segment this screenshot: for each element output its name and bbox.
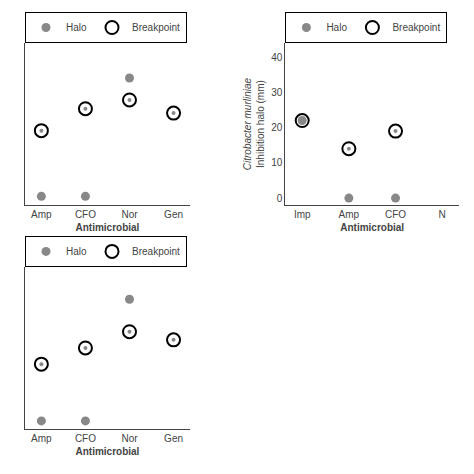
svg-text:Gen: Gen (164, 209, 183, 220)
svg-text:Breakpoint: Breakpoint (392, 22, 440, 33)
svg-text:Antimicrobial: Antimicrobial (76, 446, 140, 457)
svg-text:Halo: Halo (326, 22, 347, 33)
svg-text:Imp: Imp (294, 209, 311, 220)
svg-text:30: 30 (271, 87, 283, 98)
svg-text:Amp: Amp (339, 209, 360, 220)
svg-text:N: N (439, 209, 446, 220)
svg-text:20: 20 (271, 122, 283, 133)
svg-text:Nor: Nor (121, 209, 138, 220)
svg-text:Gen: Gen (164, 433, 183, 444)
svg-text:CFO: CFO (385, 209, 406, 220)
svg-text:Antimicrobial: Antimicrobial (76, 222, 140, 233)
svg-text:40: 40 (271, 52, 283, 63)
svg-text:Breakpoint: Breakpoint (132, 22, 180, 33)
svg-text:Breakpoint: Breakpoint (132, 246, 180, 257)
svg-text:CFO: CFO (75, 209, 96, 220)
svg-text:CFO: CFO (75, 433, 96, 444)
svg-text:Nor: Nor (121, 433, 138, 444)
svg-text:Amp: Amp (31, 209, 52, 220)
svg-text:10: 10 (271, 157, 283, 168)
svg-text:Halo: Halo (66, 22, 87, 33)
svg-text:0: 0 (277, 193, 283, 204)
svg-text:Antimicrobial: Antimicrobial (340, 222, 404, 233)
svg-text:Halo: Halo (66, 246, 87, 257)
svg-text:Citrobacter murliniaeInhibitio: Citrobacter murliniaeInhibition halo (mm… (242, 77, 266, 170)
svg-text:Amp: Amp (31, 433, 52, 444)
